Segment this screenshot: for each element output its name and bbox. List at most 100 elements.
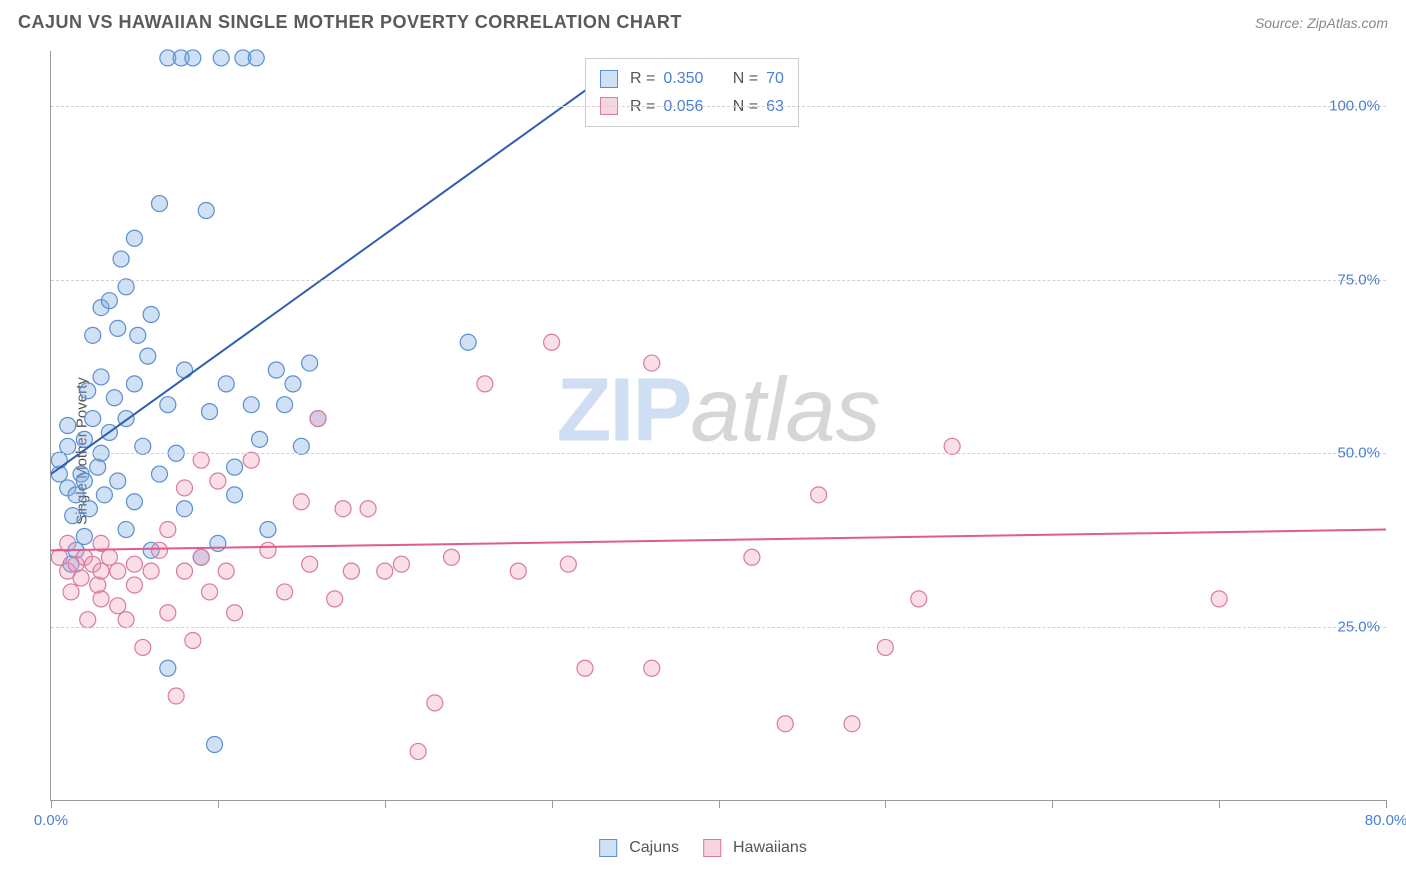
data-point (248, 50, 264, 66)
trend-line (51, 530, 1386, 551)
data-point (210, 535, 226, 551)
data-point (160, 397, 176, 413)
data-point (126, 230, 142, 246)
data-point (126, 577, 142, 593)
data-point (227, 605, 243, 621)
legend-swatch (600, 70, 618, 88)
data-point (93, 563, 109, 579)
data-point (68, 487, 84, 503)
data-point (410, 743, 426, 759)
data-point (118, 612, 134, 628)
data-point (110, 563, 126, 579)
gridline (51, 453, 1386, 454)
data-point (210, 473, 226, 489)
data-point (118, 522, 134, 538)
data-point (327, 591, 343, 607)
data-point (126, 376, 142, 392)
stats-row: R = 0.350 N = 70 (600, 65, 784, 92)
data-point (377, 563, 393, 579)
legend-item: Hawaiians (703, 839, 807, 857)
data-point (811, 487, 827, 503)
data-point (285, 376, 301, 392)
source-label: Source: ZipAtlas.com (1255, 15, 1388, 31)
stat-r-value: 0.350 (663, 65, 703, 92)
data-point (118, 279, 134, 295)
data-point (427, 695, 443, 711)
data-point (193, 549, 209, 565)
data-point (477, 376, 493, 392)
data-point (160, 522, 176, 538)
data-point (343, 563, 359, 579)
data-point (198, 203, 214, 219)
data-point (177, 501, 193, 517)
data-point (85, 327, 101, 343)
x-tick (51, 800, 52, 808)
data-point (135, 438, 151, 454)
stat-n-label: N = (733, 65, 758, 92)
x-tick (885, 800, 886, 808)
x-tick (552, 800, 553, 808)
data-point (293, 494, 309, 510)
data-point (444, 549, 460, 565)
data-point (63, 584, 79, 600)
data-point (177, 362, 193, 378)
data-point (93, 369, 109, 385)
data-point (877, 639, 893, 655)
data-point (168, 688, 184, 704)
data-point (101, 293, 117, 309)
chart-container: Single Mother Poverty ZIPatlas R = 0.350… (0, 41, 1406, 861)
data-point (260, 522, 276, 538)
data-point (243, 397, 259, 413)
data-point (140, 348, 156, 364)
data-point (302, 556, 318, 572)
data-point (227, 487, 243, 503)
data-point (80, 383, 96, 399)
data-point (177, 480, 193, 496)
legend-label: Cajuns (629, 839, 679, 857)
data-point (106, 390, 122, 406)
data-point (151, 542, 167, 558)
stat-n-value: 70 (766, 65, 784, 92)
data-point (185, 50, 201, 66)
data-point (51, 549, 67, 565)
x-tick (1052, 800, 1053, 808)
x-tick (1386, 800, 1387, 808)
data-point (151, 466, 167, 482)
data-point (96, 487, 112, 503)
data-point (126, 494, 142, 510)
data-point (60, 438, 76, 454)
data-point (243, 452, 259, 468)
data-point (113, 251, 129, 267)
data-point (110, 473, 126, 489)
gridline (51, 627, 1386, 628)
data-point (393, 556, 409, 572)
data-point (277, 397, 293, 413)
legend: Cajuns Hawaiians (599, 839, 807, 857)
data-point (207, 737, 223, 753)
data-point (293, 438, 309, 454)
data-point (1211, 591, 1227, 607)
data-point (252, 431, 268, 447)
data-point (76, 528, 92, 544)
data-point (51, 452, 67, 468)
y-tick-label: 50.0% (1337, 445, 1380, 462)
data-point (302, 355, 318, 371)
data-point (93, 591, 109, 607)
data-point (80, 612, 96, 628)
data-point (135, 639, 151, 655)
data-point (213, 50, 229, 66)
stats-box: R = 0.350 N = 70R = 0.056 N = 63 (585, 58, 799, 126)
data-point (76, 473, 92, 489)
x-tick (385, 800, 386, 808)
legend-swatch (703, 839, 721, 857)
data-point (126, 556, 142, 572)
legend-item: Cajuns (599, 839, 679, 857)
data-point (335, 501, 351, 517)
data-point (143, 307, 159, 323)
chart-title: CAJUN VS HAWAIIAN SINGLE MOTHER POVERTY … (18, 12, 682, 33)
data-point (151, 196, 167, 212)
gridline (51, 106, 1386, 107)
y-tick-label: 100.0% (1329, 98, 1380, 115)
x-tick-label: 80.0% (1365, 812, 1406, 829)
y-tick-label: 75.0% (1337, 271, 1380, 288)
